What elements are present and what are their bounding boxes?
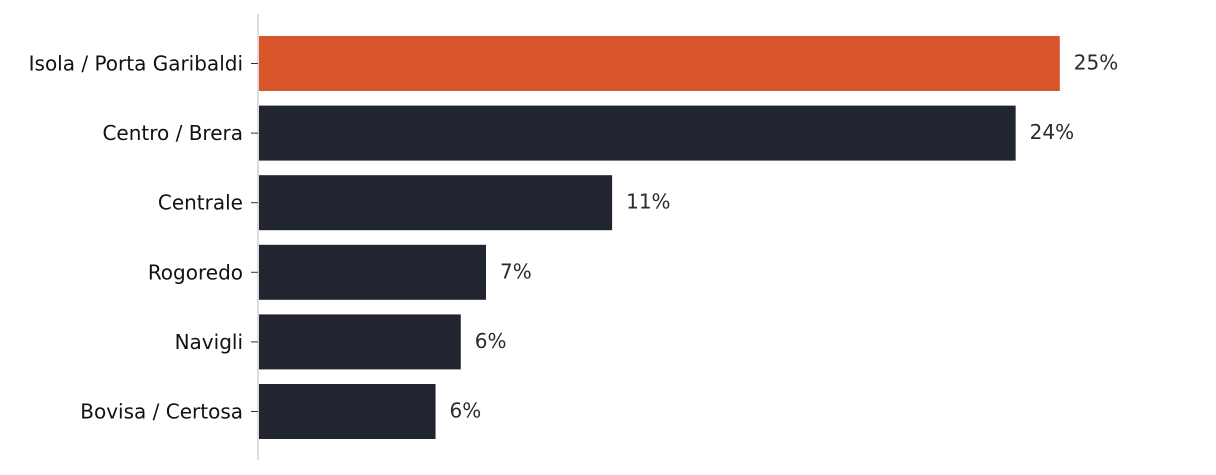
bar-2 (259, 175, 613, 231)
bar-1 (259, 105, 1016, 161)
category-label-1: Centro / Brera (102, 121, 243, 145)
value-label-2: 11% (626, 190, 670, 214)
bar-5 (259, 384, 436, 439)
value-label-1: 24% (1030, 120, 1074, 144)
bar-3 (259, 244, 486, 300)
category-label-3: Rogoredo (148, 260, 243, 284)
category-label-5: Bovisa / Certosa (80, 400, 243, 424)
value-label-4: 6% (475, 329, 507, 353)
value-label-0: 25% (1074, 51, 1118, 75)
category-label-0: Isola / Porta Garibaldi (29, 52, 243, 76)
bar-0 (259, 36, 1060, 91)
category-label-2: Centrale (158, 191, 243, 215)
bar-4 (259, 314, 461, 370)
value-label-3: 7% (500, 259, 532, 283)
category-label-4: Navigli (175, 330, 243, 354)
value-label-5: 6% (450, 399, 482, 423)
bars-group: Isola / Porta Garibaldi 25% Centro / Brera… (29, 36, 1118, 439)
